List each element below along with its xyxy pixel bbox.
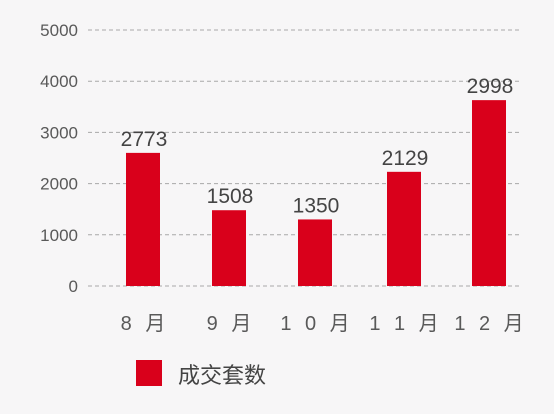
data-label: 1508 — [207, 185, 254, 208]
x-category-label: 1 2 月 — [454, 313, 527, 335]
legend: 成交套数 — [136, 360, 266, 388]
bar — [472, 100, 506, 286]
x-axis-category-labels: 8 月 9 月 1 0 月 1 1 月 1 2 月 — [121, 313, 527, 335]
y-tick-label: 2000 — [40, 175, 78, 194]
bar — [298, 219, 332, 286]
bar — [387, 171, 421, 286]
legend-swatch — [136, 360, 162, 386]
data-label: 2998 — [467, 75, 514, 98]
x-category-label: 1 1 月 — [369, 313, 442, 335]
x-category-label: 9 月 — [207, 313, 256, 335]
legend-label: 成交套数 — [178, 363, 266, 388]
bar — [126, 152, 160, 286]
y-tick-label: 3000 — [40, 123, 78, 142]
data-labels: 2773 1508 1350 2129 2998 — [121, 75, 514, 217]
y-tick-label: 5000 — [40, 21, 78, 40]
data-label: 2773 — [121, 128, 168, 151]
y-tick-label: 1000 — [40, 226, 78, 245]
data-label: 2129 — [382, 147, 429, 170]
data-label: 1350 — [293, 194, 340, 217]
y-axis-tick-labels: 0 1000 2000 3000 4000 5000 — [40, 21, 78, 296]
x-category-label: 1 0 月 — [280, 313, 353, 335]
bar — [212, 210, 246, 286]
x-category-label: 8 月 — [121, 313, 170, 335]
bars — [126, 100, 506, 286]
y-tick-label: 4000 — [40, 72, 78, 91]
y-tick-label: 0 — [69, 277, 78, 296]
